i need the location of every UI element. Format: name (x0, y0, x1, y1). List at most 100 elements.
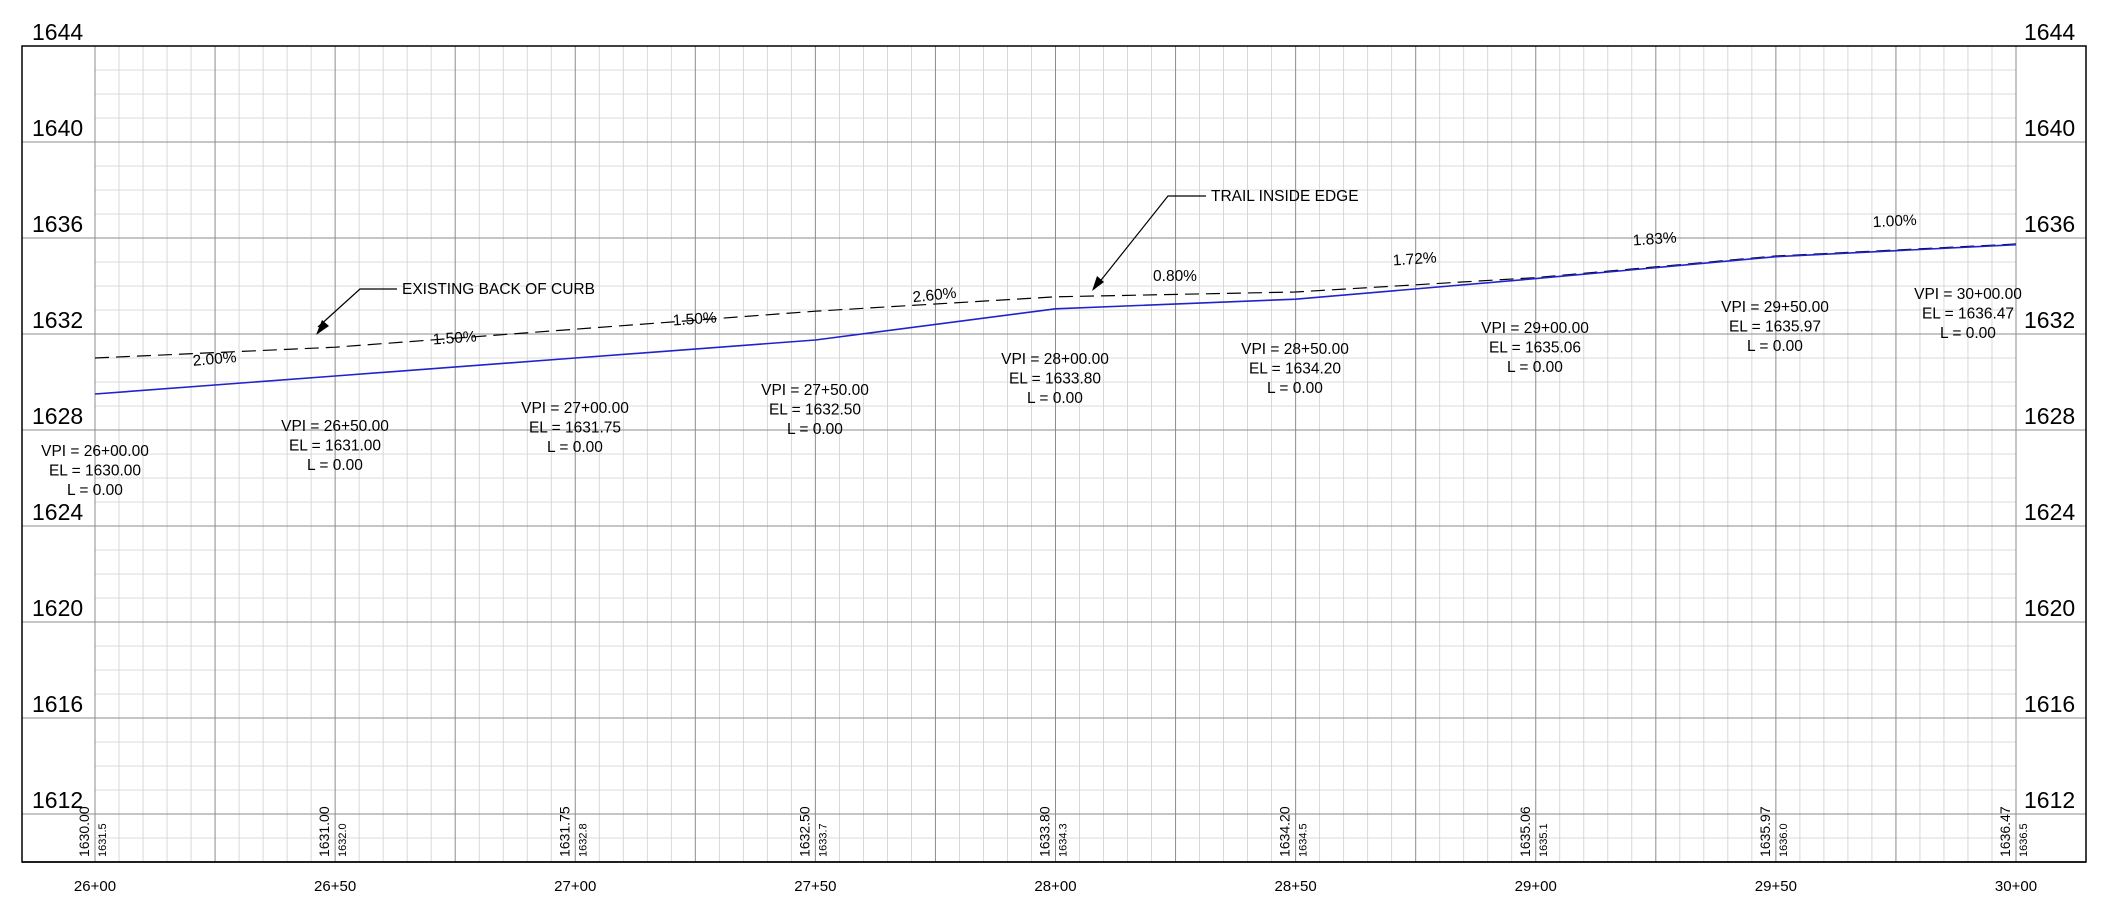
station-label: 28+00 (1034, 878, 1076, 895)
elevation-label-left: 1620 (32, 595, 83, 621)
vpi-station: VPI = 30+00.00 (1914, 286, 2022, 303)
vpi-label: VPI = 26+50.00 EL = 1631.00 L = 0.00 (281, 418, 389, 474)
vpi-length: L = 0.00 (67, 482, 123, 499)
elevation-label-right: 1620 (2024, 595, 2075, 621)
proposed-elevation-value: 1635.97 (1757, 806, 1773, 857)
grade-label: 1.50% (432, 328, 477, 348)
bottom-elevation-band: 1630.00 1631.5 1631.00 1632.0 1631.75 1632.8 1… (76, 806, 2030, 857)
vpi-length: L = 0.00 (307, 457, 363, 474)
grade-label: 2.00% (192, 349, 237, 370)
elevation-label-left: 1644 (32, 19, 83, 45)
station-label: 29+50 (1755, 878, 1797, 895)
vpi-elevation: EL = 1632.50 (769, 402, 861, 419)
vpi-label: VPI = 29+50.00 EL = 1635.97 L = 0.00 (1721, 299, 1829, 355)
existing-elevation-value: 1632.0 (337, 823, 349, 857)
elevation-label-left: 1612 (32, 787, 83, 813)
existing-elevation-value: 1636.0 (1778, 823, 1790, 857)
vpi-elevation: EL = 1636.47 (1922, 306, 2014, 323)
station-label: 29+00 (1515, 878, 1557, 895)
grade-label: 1.83% (1632, 229, 1677, 249)
vpi-elevation: EL = 1633.80 (1009, 371, 1101, 388)
existing-elevation-value: 1635.1 (1538, 823, 1550, 857)
vpi-length: L = 0.00 (1027, 390, 1083, 407)
trail-callout: TRAIL INSIDE EDGE (1092, 188, 1359, 291)
station-label: 28+50 (1275, 878, 1317, 895)
vpi-station: VPI = 26+50.00 (281, 418, 389, 435)
vpi-length: L = 0.00 (1267, 380, 1323, 397)
vpi-elevation: EL = 1635.97 (1729, 319, 1821, 336)
grade-labels: 2.00% 1.50% 1.50% 2.60% 0.80% 1.72% 1.83% 1.00% (192, 212, 1917, 370)
existing-elevation-value: 1633.7 (817, 823, 829, 857)
station-label: 27+00 (554, 878, 596, 895)
vpi-elevation: EL = 1630.00 (49, 463, 141, 480)
vpi-station: VPI = 28+50.00 (1241, 341, 1349, 358)
vpi-station: VPI = 29+00.00 (1481, 320, 1589, 337)
elevation-label-right: 1636 (2024, 211, 2075, 237)
station-label: 26+00 (74, 878, 116, 895)
existing-callout: EXISTING BACK OF CURB (316, 281, 595, 335)
existing-elevation-value: 1636.5 (2018, 823, 2030, 857)
vpi-elevation: EL = 1635.06 (1489, 340, 1581, 357)
elevation-label-left: 1640 (32, 115, 83, 141)
elevation-label-left: 1628 (32, 403, 83, 429)
existing-elevation-value: 1632.8 (577, 823, 589, 857)
vpi-elevation: EL = 1631.75 (529, 420, 621, 437)
proposed-elevation-value: 1633.80 (1037, 806, 1053, 857)
vpi-station: VPI = 27+50.00 (761, 382, 869, 399)
trail-callout-arrow (1092, 276, 1104, 291)
proposed-elevation-value: 1636.47 (1997, 806, 2013, 857)
elevation-label-right: 1628 (2024, 403, 2075, 429)
vpi-station: VPI = 28+00.00 (1001, 351, 1109, 368)
vpi-length: L = 0.00 (1940, 325, 1996, 342)
station-label: 27+50 (794, 878, 836, 895)
vpi-label: VPI = 30+00.00 EL = 1636.47 L = 0.00 (1914, 286, 2022, 342)
vpi-elevation: EL = 1631.00 (289, 438, 381, 455)
grade-label: 1.00% (1872, 212, 1917, 231)
major-grid (22, 45, 2086, 862)
vpi-station: VPI = 27+00.00 (521, 400, 629, 417)
elevation-label-left: 1616 (32, 691, 83, 717)
existing-callout-arrow (316, 320, 329, 335)
vpi-label: VPI = 26+00.00 EL = 1630.00 L = 0.00 (41, 443, 149, 499)
vpi-label: VPI = 28+50.00 EL = 1634.20 L = 0.00 (1241, 341, 1349, 397)
vpi-station: VPI = 26+00.00 (41, 443, 149, 460)
elevation-label-right: 1624 (2024, 499, 2075, 525)
grade-label: 1.72% (1392, 249, 1437, 269)
existing-elevation-value: 1631.5 (97, 823, 109, 857)
existing-elevation-value: 1634.5 (1298, 823, 1310, 857)
vpi-label: VPI = 28+00.00 EL = 1633.80 L = 0.00 (1001, 351, 1109, 407)
elevation-label-right: 1640 (2024, 115, 2075, 141)
vpi-station: VPI = 29+50.00 (1721, 299, 1829, 316)
vpi-label: VPI = 29+00.00 EL = 1635.06 L = 0.00 (1481, 320, 1589, 376)
elevation-label-left: 1624 (32, 499, 83, 525)
proposed-elevation-value: 1634.20 (1277, 806, 1293, 857)
grade-label: 2.60% (912, 285, 958, 307)
proposed-elevation-value: 1631.00 (316, 806, 332, 857)
elevation-label-right: 1632 (2024, 307, 2075, 333)
vpi-length: L = 0.00 (1747, 338, 1803, 355)
grade-label: 0.80% (1153, 268, 1197, 285)
trail-inside-edge-line (94, 243, 2017, 395)
elevation-axis-labels: 1644 1644 1640 1640 1636 1636 1632 1632 1628 1628… (32, 19, 2075, 813)
vpi-elevation: EL = 1634.20 (1249, 361, 1341, 378)
vpi-label: VPI = 27+50.00 EL = 1632.50 L = 0.00 (761, 382, 869, 438)
station-axis-labels: 26+00 26+50 27+00 27+50 28+00 28+50 29+00 29+50… (74, 878, 2037, 895)
proposed-elevation-value: 1635.06 (1517, 806, 1533, 857)
vpi-length: L = 0.00 (1507, 359, 1563, 376)
existing-callout-label: EXISTING BACK OF CURB (402, 281, 595, 298)
existing-elevation-value: 1634.3 (1058, 823, 1070, 857)
elevation-label-right: 1644 (2024, 19, 2075, 45)
proposed-elevation-value: 1630.00 (76, 806, 92, 857)
elevation-label-left: 1636 (32, 211, 83, 237)
vpi-label: VPI = 27+00.00 EL = 1631.75 L = 0.00 (521, 400, 629, 456)
trail-callout-leader (1093, 195, 1206, 290)
vpi-length: L = 0.00 (547, 439, 603, 456)
station-label: 30+00 (1995, 878, 2037, 895)
existing-callout-leader (317, 288, 397, 328)
grade-label: 1.50% (672, 309, 717, 329)
elevation-label-left: 1632 (32, 307, 83, 333)
proposed-elevation-value: 1631.75 (556, 806, 572, 857)
elevation-label-right: 1616 (2024, 691, 2075, 717)
station-label: 26+50 (314, 878, 356, 895)
